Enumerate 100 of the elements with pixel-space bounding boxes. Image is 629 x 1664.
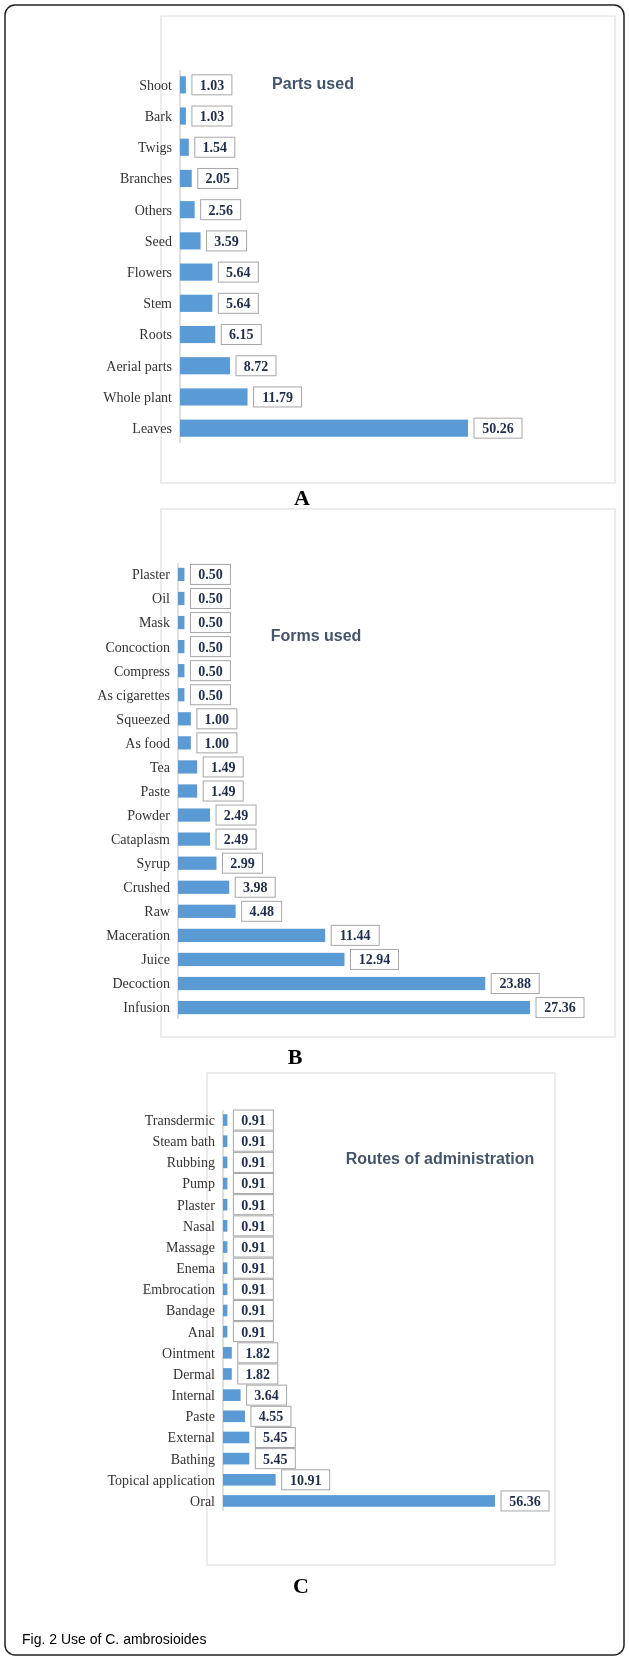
data-label: 12.94 (358, 952, 391, 968)
bar (223, 1452, 250, 1465)
y-tick-label: As food (125, 735, 170, 751)
y-tick-label: Plaster (176, 1197, 216, 1213)
bar (180, 294, 213, 312)
y-tick-label: Raw (144, 904, 171, 920)
y-tick-label: Decoction (112, 976, 170, 992)
text: B (287, 1044, 303, 1069)
y-tick-label: Oil (152, 591, 171, 607)
bar (223, 1473, 276, 1486)
bar (180, 107, 186, 125)
y-tick-label: Seed (144, 233, 172, 249)
data-label: 1.03 (199, 108, 225, 124)
bar (178, 952, 345, 967)
y-tick-label: Dermal (173, 1366, 216, 1382)
data-label: 6.15 (228, 327, 254, 343)
bar (178, 880, 230, 894)
bar (223, 1198, 228, 1211)
y-tick-label: Anal (187, 1324, 216, 1340)
data-label: 4.48 (249, 904, 274, 920)
data-label: 0.91 (241, 1176, 266, 1192)
y-tick-label: Leaves (132, 421, 172, 437)
y-tick-label: Plaster (131, 567, 171, 583)
data-label: 0.50 (198, 615, 223, 631)
data-label: 5.64 (226, 296, 251, 312)
y-tick-label: Rubbing (166, 1155, 215, 1171)
data-label: 0.50 (198, 687, 223, 703)
bar (178, 615, 185, 630)
bar (178, 808, 211, 822)
data-label: 2.49 (223, 832, 249, 848)
y-tick-label: Enema (176, 1261, 216, 1277)
y-tick-label: Powder (127, 807, 171, 823)
data-label: 0.91 (241, 1261, 266, 1277)
data-label: 0.91 (241, 1239, 266, 1255)
bar (223, 1220, 228, 1232)
y-tick-label: Branches (119, 171, 172, 187)
y-tick-label: Bathing (170, 1451, 215, 1467)
bar (178, 1000, 530, 1015)
bar (178, 976, 486, 991)
data-label: 8.72 (243, 358, 269, 374)
y-tick-label: Paste (140, 783, 170, 799)
data-label: 5.45 (263, 1430, 288, 1446)
bar (223, 1431, 250, 1444)
data-label: 1.00 (204, 735, 230, 751)
y-tick-label: Bark (144, 108, 172, 124)
bar (178, 712, 191, 726)
data-label: 0.91 (241, 1134, 266, 1150)
bar (223, 1495, 495, 1507)
bar (180, 263, 213, 281)
bar (178, 567, 185, 582)
y-tick-label: Concoction (105, 639, 170, 655)
data-label: 3.98 (242, 880, 268, 896)
text: C (293, 1573, 309, 1598)
data-label: 0.50 (198, 591, 223, 607)
y-tick-label: Juice (141, 952, 170, 968)
bar (178, 928, 326, 942)
bar (180, 388, 248, 406)
bar (178, 832, 211, 846)
data-label: 50.26 (482, 421, 514, 437)
y-tick-label: Roots (139, 327, 172, 343)
y-tick-label: Shoot (139, 77, 173, 93)
data-label: 4.55 (258, 1409, 284, 1425)
y-tick-label: Infusion (123, 1000, 170, 1016)
y-tick-label: Syrup (136, 856, 170, 872)
bar (180, 232, 201, 250)
data-label: 0.91 (241, 1112, 266, 1128)
y-tick-label: Embrocation (142, 1282, 215, 1298)
bar (178, 784, 198, 798)
data-label: 2.56 (208, 202, 233, 218)
data-label: 1.82 (245, 1345, 271, 1361)
data-label: 0.91 (241, 1218, 266, 1234)
data-label: 11.44 (339, 928, 371, 944)
y-tick-label: Cataplasm (110, 832, 171, 848)
data-label: 0.91 (241, 1155, 266, 1171)
bar (223, 1114, 228, 1126)
data-label: 3.59 (214, 233, 239, 249)
data-label: 1.00 (204, 711, 230, 727)
data-label: 1.49 (210, 759, 236, 775)
data-label: 0.91 (241, 1324, 266, 1340)
data-label: 2.99 (230, 856, 255, 872)
bar (180, 325, 216, 344)
bar (223, 1347, 232, 1359)
bar (178, 904, 236, 918)
bar (180, 76, 186, 94)
data-label: 0.91 (241, 1197, 266, 1213)
y-tick-label: Aerial parts (106, 358, 172, 374)
y-tick-label: Maceration (106, 928, 170, 944)
y-tick-label: Internal (171, 1388, 216, 1404)
data-label: 0.91 (241, 1282, 266, 1298)
caption: Fig. 2 Use of C. ambrosioides (22, 1631, 207, 1647)
bar (223, 1241, 228, 1253)
y-tick-label: Massage (166, 1239, 215, 1255)
data-label: 2.05 (205, 171, 230, 187)
data-label: 1.54 (202, 140, 228, 156)
bar (180, 357, 230, 375)
bar (223, 1410, 245, 1423)
bar (180, 419, 468, 437)
data-label: 0.91 (241, 1303, 266, 1319)
bar (223, 1262, 228, 1274)
y-tick-label: Whole plant (103, 389, 173, 405)
